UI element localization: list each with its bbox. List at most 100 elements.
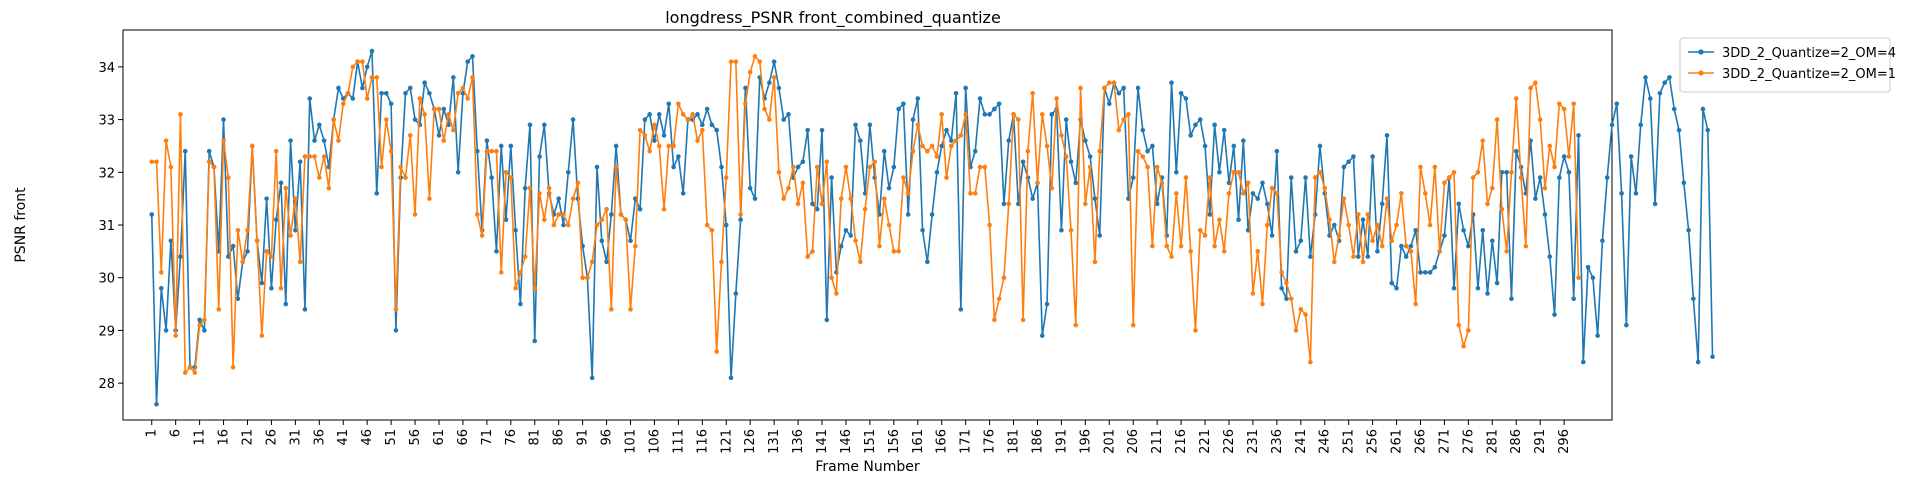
data-point xyxy=(704,106,710,112)
data-point xyxy=(230,243,236,249)
data-point xyxy=(1193,122,1198,128)
data-point xyxy=(1600,238,1605,244)
data-point xyxy=(1025,148,1031,154)
data-point xyxy=(1106,101,1112,107)
data-point xyxy=(1116,90,1122,96)
data-point xyxy=(1274,191,1280,196)
data-point xyxy=(1595,333,1600,338)
data-point xyxy=(738,217,743,223)
data-point xyxy=(187,365,193,370)
x-tick-label: 136 xyxy=(791,429,806,454)
data-point xyxy=(350,96,356,101)
data-point xyxy=(886,222,892,228)
x-tick-label: 216 xyxy=(1174,429,1189,454)
data-point xyxy=(1466,328,1471,333)
series-layer xyxy=(149,48,1715,407)
data-point xyxy=(1399,243,1404,249)
data-point xyxy=(226,175,231,180)
data-point xyxy=(1451,170,1457,175)
data-point xyxy=(575,180,581,186)
data-point xyxy=(599,217,605,223)
data-point xyxy=(843,227,849,233)
data-point xyxy=(1020,317,1026,323)
data-point xyxy=(910,148,916,154)
x-axis-label: Frame Number xyxy=(815,459,920,475)
data-point xyxy=(781,196,787,201)
data-point xyxy=(1427,222,1433,228)
data-point xyxy=(1571,101,1576,107)
x-tick-label: 106 xyxy=(647,429,662,454)
data-point xyxy=(307,96,313,101)
data-point xyxy=(723,222,729,228)
data-point xyxy=(1490,238,1495,244)
data-point xyxy=(709,122,715,128)
data-point xyxy=(810,249,815,254)
data-point xyxy=(790,164,796,170)
data-point xyxy=(1250,291,1256,296)
data-point xyxy=(245,249,250,254)
data-point xyxy=(202,317,207,323)
x-tick-label: 171 xyxy=(959,429,974,454)
data-point xyxy=(465,59,471,64)
data-point xyxy=(1298,307,1304,312)
data-point xyxy=(700,122,705,128)
data-point xyxy=(565,222,571,228)
data-point xyxy=(1284,296,1289,302)
x-tick-label: 81 xyxy=(528,429,543,446)
data-point xyxy=(604,259,609,265)
data-point xyxy=(369,75,375,80)
y-tick-label: 32 xyxy=(98,166,115,181)
data-point xyxy=(1705,127,1711,133)
x-tick-label: 46 xyxy=(360,429,375,446)
data-point xyxy=(1580,359,1586,365)
x-tick-label: 96 xyxy=(600,429,615,446)
data-point xyxy=(1418,164,1423,170)
data-point xyxy=(1576,275,1581,281)
data-point xyxy=(403,175,408,180)
data-point xyxy=(1083,138,1088,143)
data-point xyxy=(1116,127,1122,133)
data-point xyxy=(1360,259,1366,265)
x-tick-label: 11 xyxy=(193,429,208,446)
data-point xyxy=(838,243,844,249)
data-point xyxy=(1154,201,1160,207)
data-point xyxy=(1130,175,1136,180)
data-point xyxy=(1470,175,1476,180)
data-point xyxy=(1375,249,1380,254)
data-point xyxy=(848,196,854,201)
data-point xyxy=(972,148,978,154)
data-point xyxy=(1308,254,1313,259)
data-point xyxy=(939,143,945,149)
x-tick-label: 141 xyxy=(815,429,830,454)
data-point xyxy=(1422,191,1428,196)
data-point xyxy=(594,164,600,170)
data-point xyxy=(302,154,308,159)
data-point xyxy=(393,307,399,312)
data-point xyxy=(1394,222,1399,228)
data-point xyxy=(795,164,801,170)
data-point xyxy=(1389,280,1395,286)
data-point xyxy=(1360,217,1366,223)
y-tick-label: 31 xyxy=(98,219,115,234)
data-point xyxy=(905,191,911,196)
data-point xyxy=(532,285,538,291)
x-tick-label: 31 xyxy=(288,429,303,446)
data-point xyxy=(963,112,968,117)
data-point xyxy=(805,254,810,259)
data-point xyxy=(1408,249,1414,254)
data-point xyxy=(1121,85,1126,91)
data-point xyxy=(1379,201,1385,207)
data-point xyxy=(374,75,380,80)
data-point xyxy=(1063,117,1069,122)
data-point xyxy=(1001,275,1007,281)
data-point xyxy=(920,227,925,233)
data-point xyxy=(700,127,705,133)
x-tick-label: 126 xyxy=(743,429,758,454)
data-point xyxy=(1073,180,1079,186)
data-point xyxy=(551,222,557,228)
data-point xyxy=(1485,291,1490,296)
data-point xyxy=(1346,159,1351,165)
data-point xyxy=(1207,175,1213,180)
data-point xyxy=(819,201,825,207)
data-point xyxy=(522,254,528,259)
